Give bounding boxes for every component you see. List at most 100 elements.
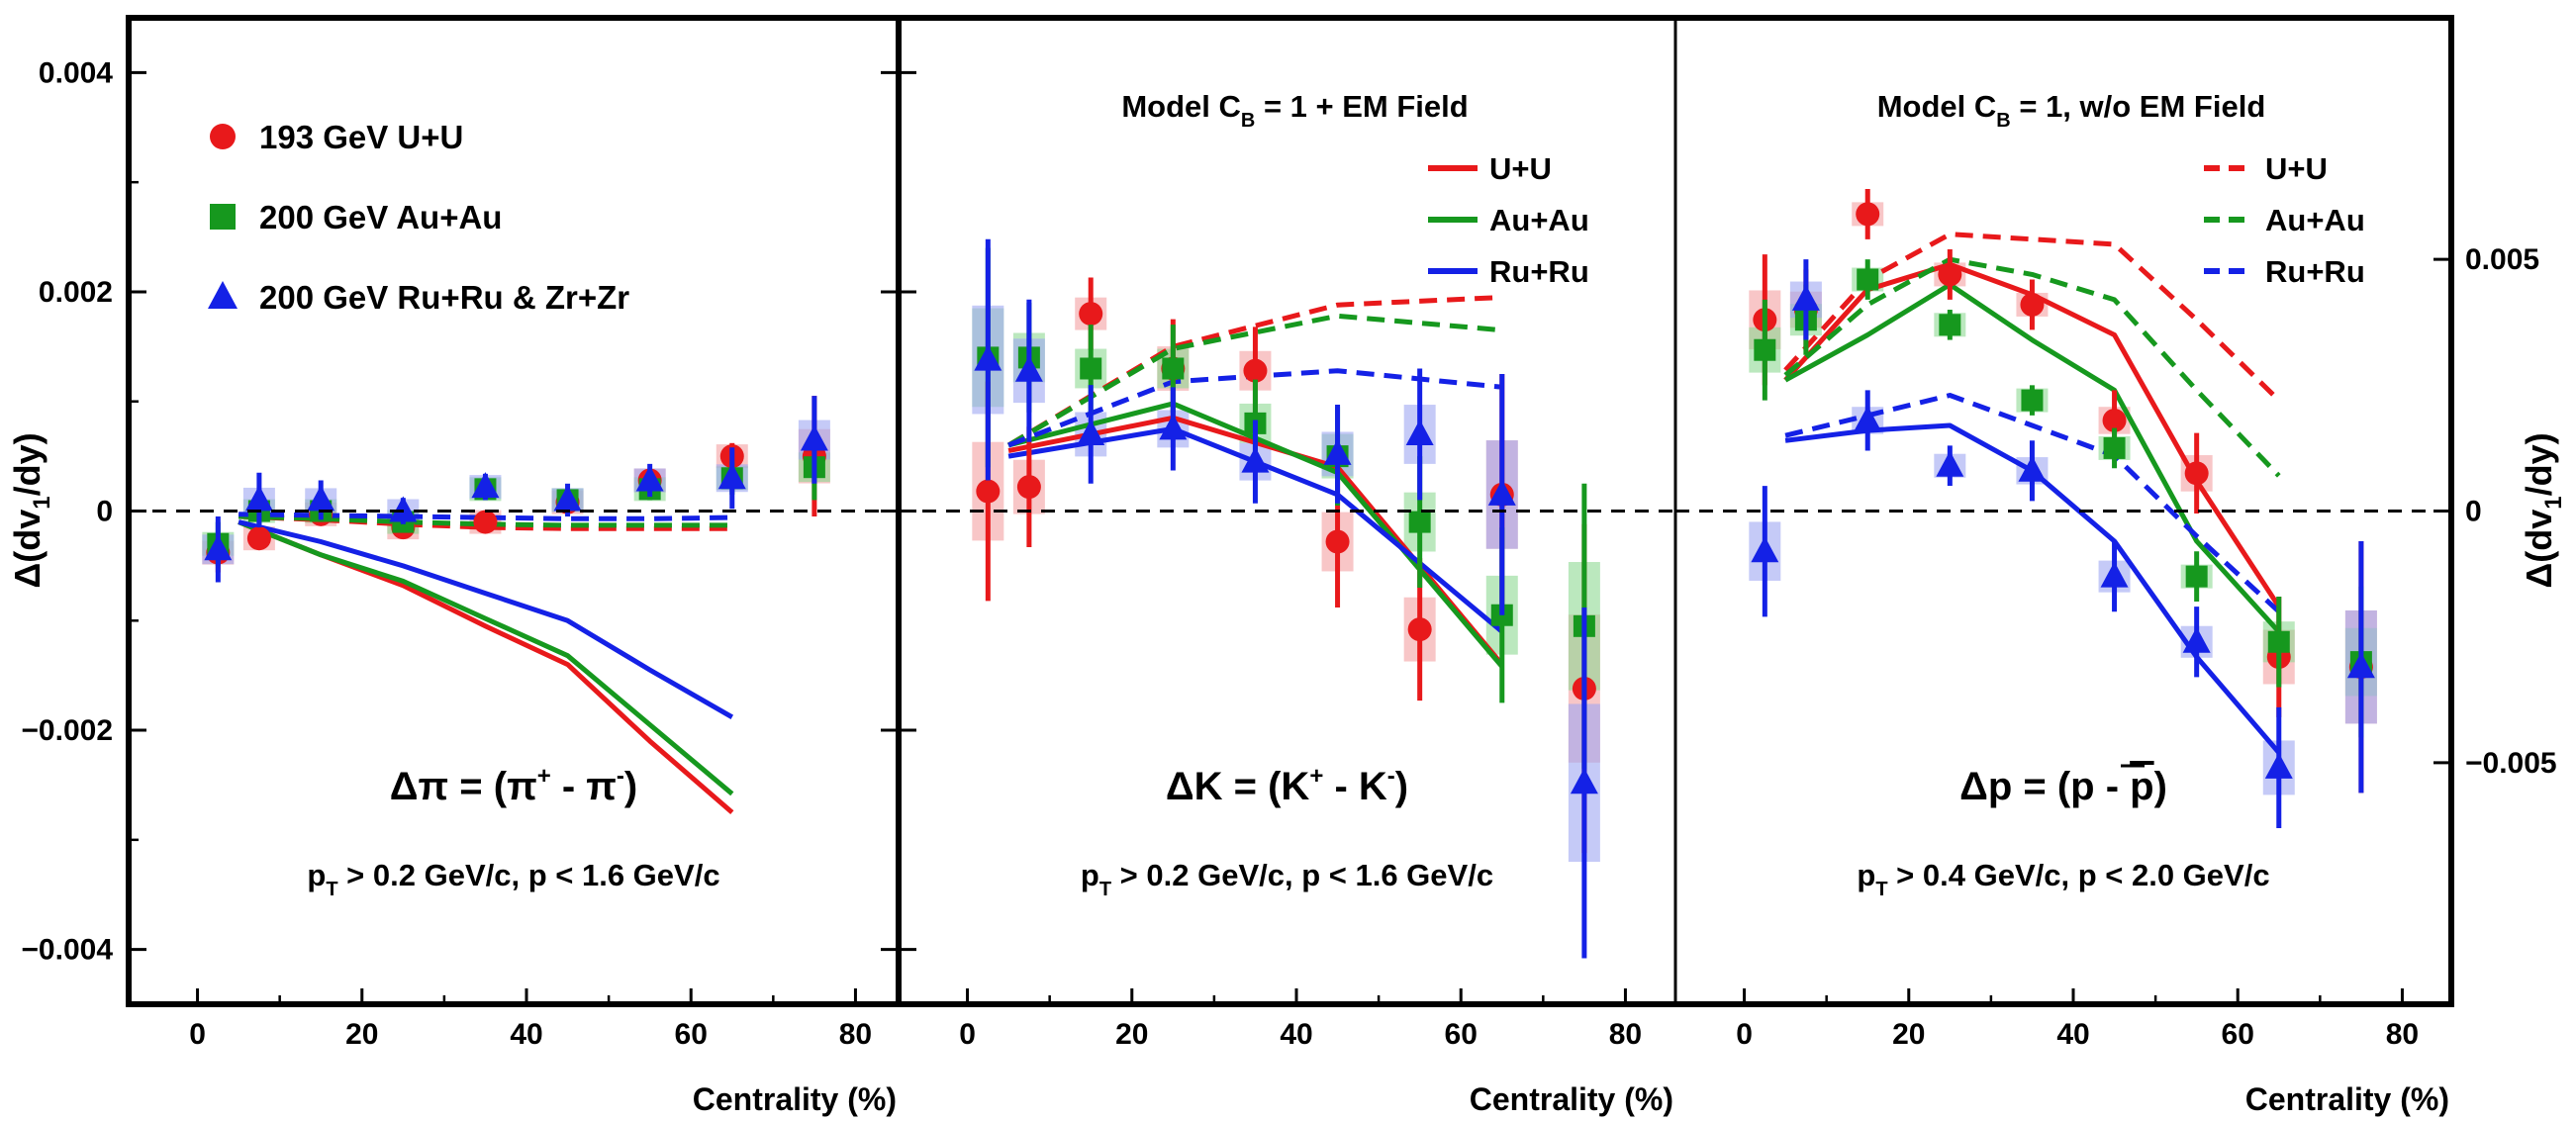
marker-circle-kaon xyxy=(1016,475,1041,500)
marker-circle-proton xyxy=(1856,202,1880,227)
x-tick-label-pion-60: 60 xyxy=(675,1018,708,1051)
marker-triangle-pion xyxy=(635,465,664,492)
model-legend-label-UU: U+U xyxy=(1489,151,1552,186)
model-legend-label-AuAu: Au+Au xyxy=(2265,203,2365,237)
y-tick-label-proton: −0.005 xyxy=(2465,747,2557,780)
y-tick-label-pion: −0.002 xyxy=(21,714,113,747)
marker-square-proton xyxy=(2267,630,2290,653)
x-axis-label-kaon: Centrality (%) xyxy=(1470,1081,1673,1117)
cut-text: > 0.4 GeV/c, p < 2.0 GeV/c xyxy=(1888,858,2270,892)
marker-circle-proton xyxy=(2102,408,2127,432)
y-label-text: /dy) xyxy=(2519,432,2559,496)
marker-triangle-proton xyxy=(2182,626,2211,653)
model-title-text: Model C xyxy=(1877,89,1997,124)
x-tick-label-proton-80: 80 xyxy=(2386,1018,2419,1051)
y-axis-label-right: Δ(dv1/dy) xyxy=(2519,432,2567,588)
formula-text: ) xyxy=(624,765,637,808)
y-tick-label-proton: 0.005 xyxy=(2465,243,2539,276)
marker-circle-proton xyxy=(1938,262,1962,287)
formula-sup: - xyxy=(617,763,624,790)
marker-circle-kaon xyxy=(1243,358,1268,383)
formula-pion: Δπ = (π+ - π-) xyxy=(390,763,637,808)
y-label-sub: 1 xyxy=(29,496,55,509)
legend-marker-square xyxy=(210,204,236,230)
marker-triangle-kaon xyxy=(974,344,1002,371)
marker-circle-kaon xyxy=(976,479,1001,504)
formula-sup: + xyxy=(1309,763,1323,790)
x-tick-label-pion-80: 80 xyxy=(839,1018,872,1051)
panel-frames xyxy=(126,15,2454,1007)
formula-text: - K xyxy=(1323,765,1387,808)
formula-text: ΔK = (K xyxy=(1166,765,1310,808)
x-tick-label-kaon-0: 0 xyxy=(959,1018,976,1051)
model-title-text: = 1, w/o EM Field xyxy=(2011,89,2266,124)
marker-triangle-pion xyxy=(389,496,418,522)
marker-square-kaon xyxy=(1080,357,1102,380)
kinematic-cut-pion: pT > 0.2 GeV/c, p < 1.6 GeV/c xyxy=(307,858,719,900)
cut-sub: T xyxy=(1099,879,1111,900)
marker-triangle-kaon xyxy=(1241,446,1270,473)
x-axis-label-proton: Centrality (%) xyxy=(2245,1081,2449,1117)
model-legend-label-RuRu: Ru+Ru xyxy=(2265,254,2365,289)
cut-text: p xyxy=(307,858,326,892)
model-curve-proton-solid-AuAu xyxy=(1783,282,2281,634)
cut-text: > 0.2 GeV/c, p < 1.6 GeV/c xyxy=(338,858,720,892)
model-curves xyxy=(238,232,2281,814)
marker-square-proton xyxy=(2185,565,2208,588)
x-tick-label-proton-60: 60 xyxy=(2222,1018,2254,1051)
marker-triangle-kaon xyxy=(1014,355,1043,382)
formula-text: - π xyxy=(551,765,617,808)
cut-sub: T xyxy=(1875,879,1887,900)
kinematic-cut-proton: pT > 0.4 GeV/c, p < 2.0 GeV/c xyxy=(1857,858,2269,900)
marker-circle-pion xyxy=(473,510,498,534)
marker-triangle-kaon xyxy=(1405,419,1434,445)
marker-triangle-proton xyxy=(1791,284,1820,311)
marker-triangle-pion xyxy=(717,463,746,490)
formula-text: Δπ = (π xyxy=(390,765,537,808)
formula-kaon: ΔK = (K+ - K-) xyxy=(1166,763,1408,808)
marker-circle-pion xyxy=(246,526,271,551)
y-tick-label-pion: 0 xyxy=(96,496,113,528)
y-label-text: /dy) xyxy=(7,432,48,496)
legend-label: 200 GeV Au+Au xyxy=(259,199,502,235)
model-curve-pion-solid-RuRu xyxy=(238,519,734,719)
marker-square-proton xyxy=(1857,268,1879,291)
marker-triangle-proton xyxy=(2018,455,2047,482)
x-tick-label-pion-40: 40 xyxy=(510,1018,542,1051)
marker-triangle-pion xyxy=(204,534,233,561)
marker-triangle-kaon xyxy=(1487,479,1516,506)
x-tick-label-kaon-20: 20 xyxy=(1115,1018,1148,1051)
legend-label: 193 GeV U+U xyxy=(259,119,463,155)
y-tick-label-proton: 0 xyxy=(2465,496,2482,528)
formula-text: Δp = (p - xyxy=(1959,765,2130,808)
model-title-kaon: Model CB = 1 + EM Field xyxy=(1121,89,1468,132)
x-tick-label-proton-40: 40 xyxy=(2056,1018,2089,1051)
marker-triangle-kaon xyxy=(1077,419,1105,445)
model-curve-pion-solid-AuAu xyxy=(238,519,734,796)
x-tick-label-proton-0: 0 xyxy=(1736,1018,1753,1051)
y-tick-label-pion: −0.004 xyxy=(21,934,113,967)
marker-circle-kaon xyxy=(1407,617,1432,642)
cut-text: p xyxy=(1857,858,1875,892)
marker-square-proton xyxy=(1754,338,1776,361)
outer-frame xyxy=(126,15,2454,1007)
marker-square-kaon xyxy=(1162,357,1185,380)
x-axis-label-pion: Centrality (%) xyxy=(693,1081,897,1117)
data-points xyxy=(204,188,2375,959)
x-tick-label-kaon-40: 40 xyxy=(1280,1018,1312,1051)
cut-text: p xyxy=(1081,858,1099,892)
marker-triangle-pion xyxy=(800,424,828,451)
y-axis-label-left: Δ(dv1/dy) xyxy=(7,432,55,588)
x-tick-label-pion-0: 0 xyxy=(189,1018,206,1051)
marker-triangle-proton xyxy=(1936,450,1964,477)
x-tick-label-kaon-60: 60 xyxy=(1445,1018,1478,1051)
y-label-text: Δ(dv xyxy=(7,510,48,589)
marker-triangle-kaon xyxy=(1323,438,1352,465)
cut-text: > 0.2 GeV/c, p < 1.6 GeV/c xyxy=(1111,858,1493,892)
y-tick-label-pion: 0.002 xyxy=(39,276,113,309)
marker-triangle-proton xyxy=(1751,536,1779,563)
marker-square-kaon xyxy=(1408,511,1431,533)
kinematic-cut-kaon: pT > 0.2 GeV/c, p < 1.6 GeV/c xyxy=(1081,858,1493,900)
marker-circle-proton xyxy=(2184,461,2209,486)
